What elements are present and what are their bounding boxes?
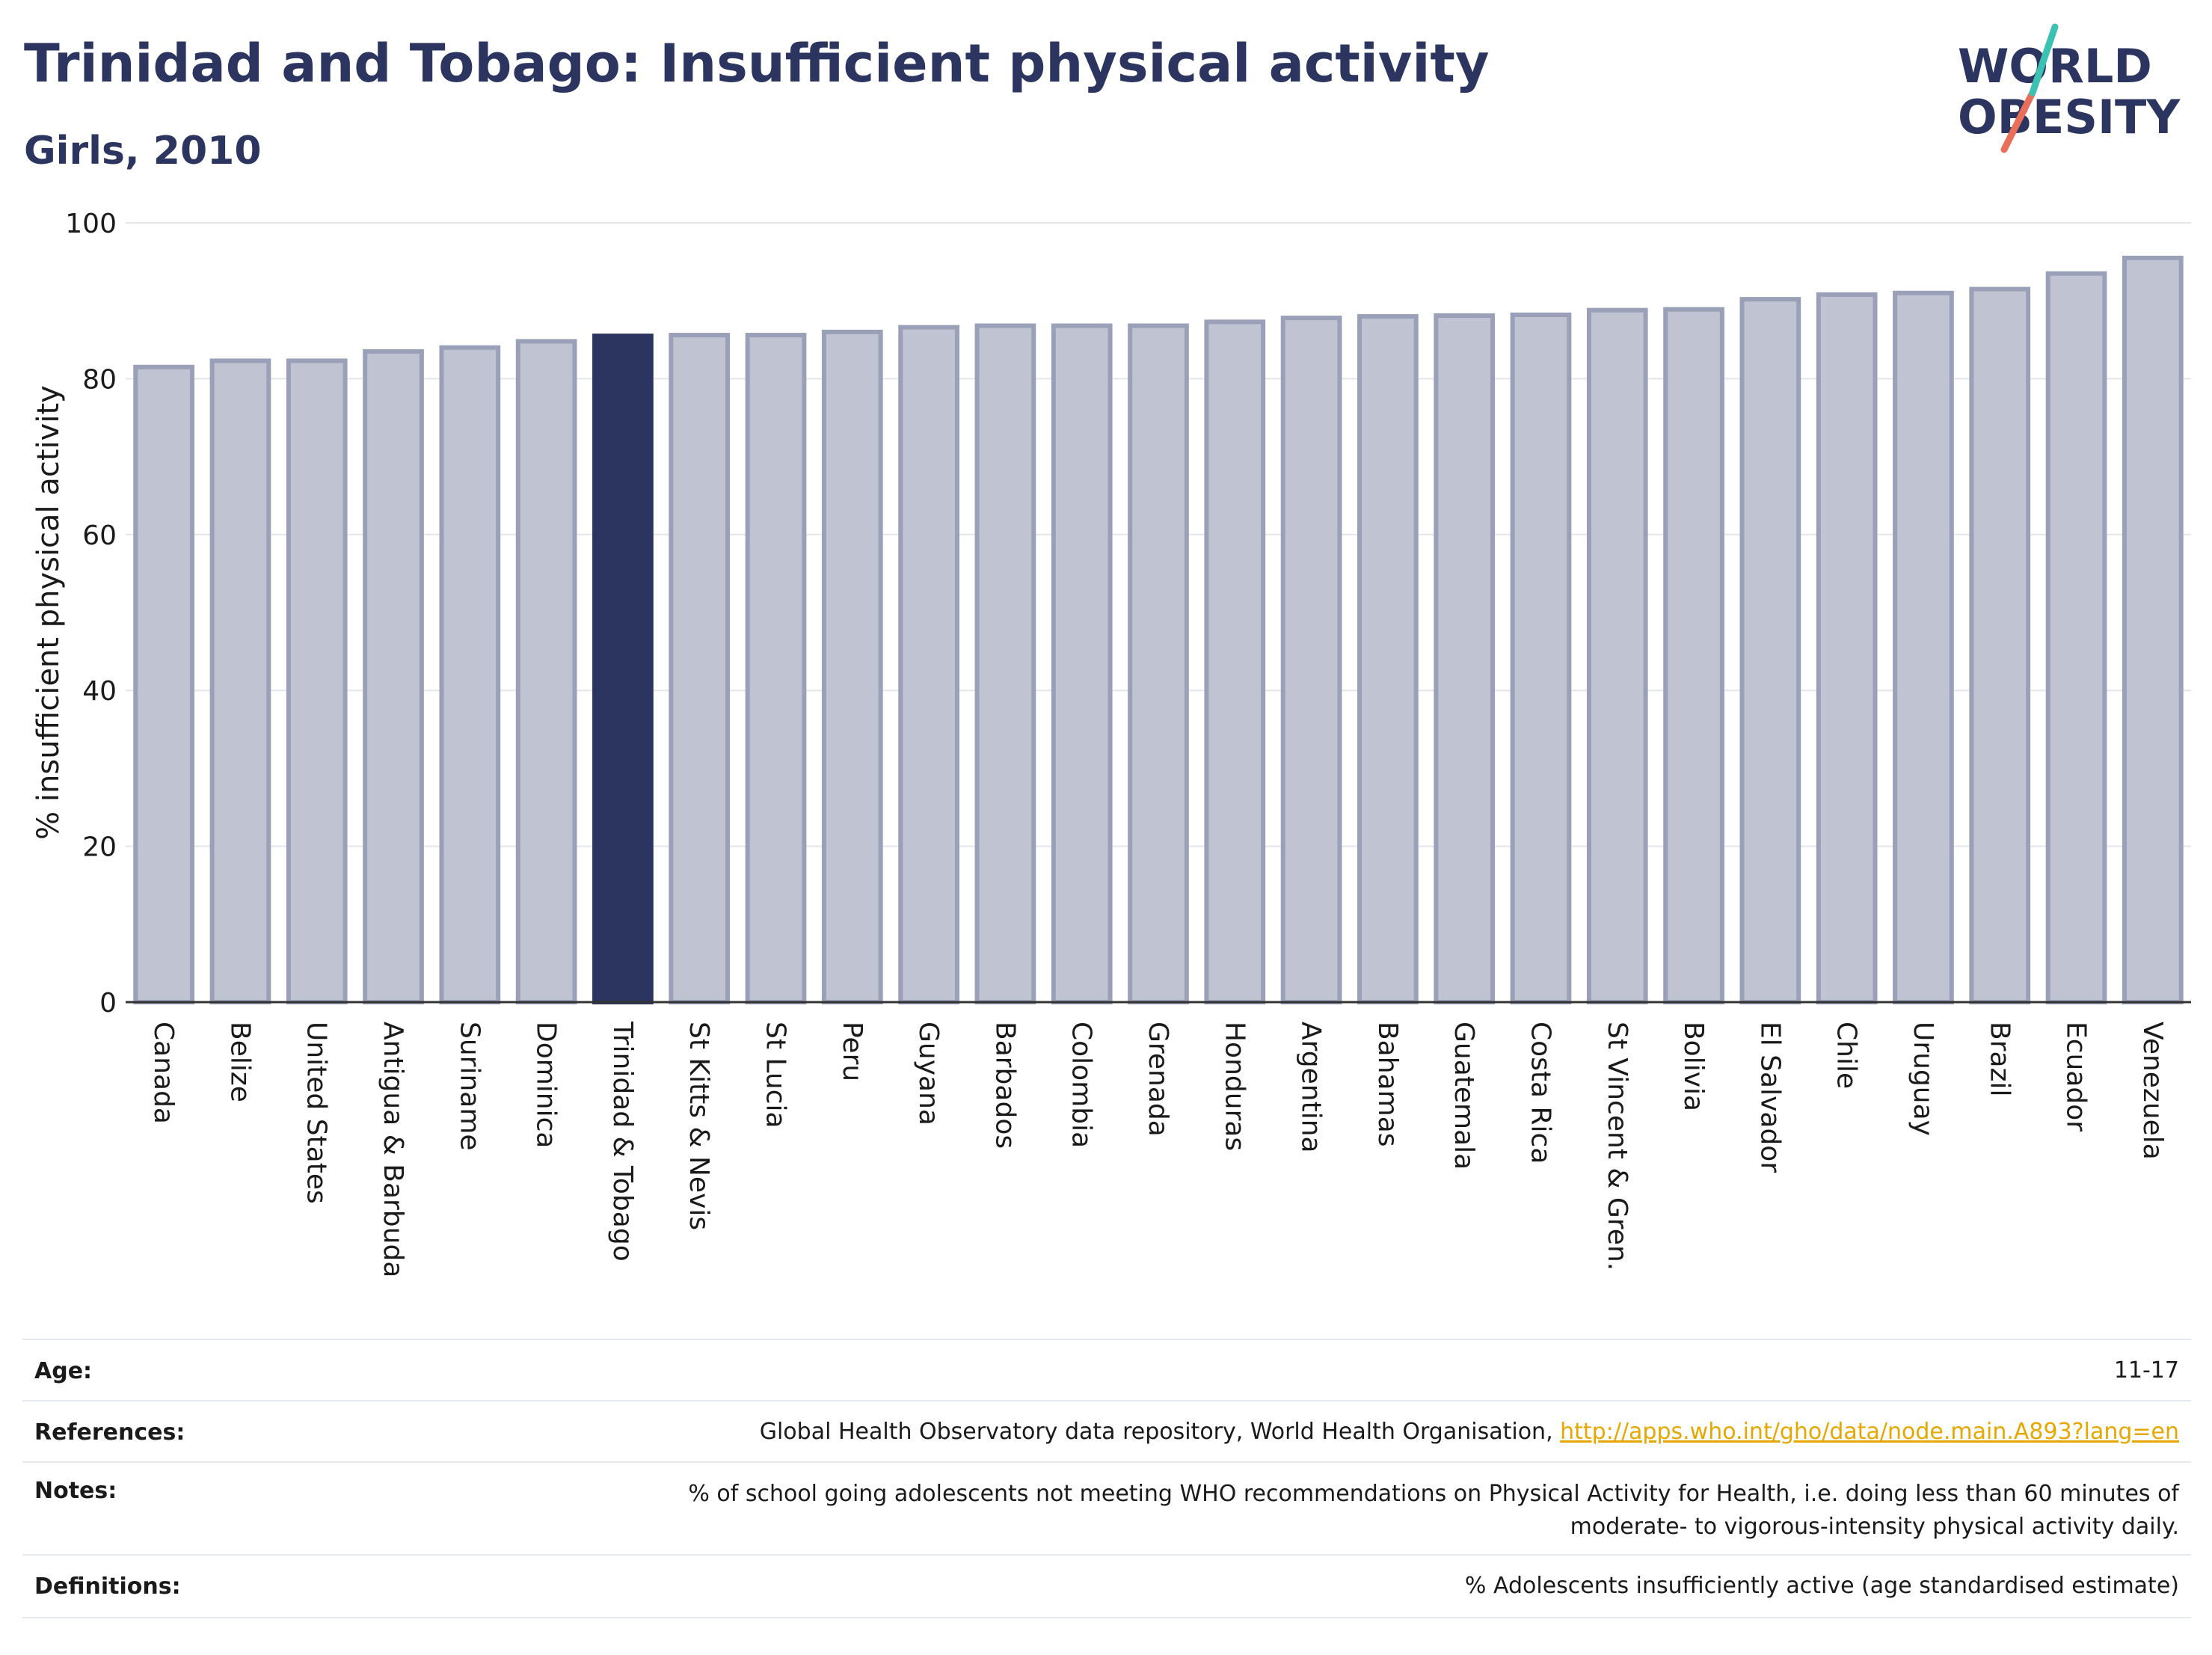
y-axis-ticks: 0 20 40 60 80 100 <box>65 209 117 1019</box>
x-tick-label: Peru <box>837 1022 867 1081</box>
bar-brazil <box>1969 286 2031 1004</box>
bar-barbados <box>974 323 1036 1004</box>
x-tick-label: Grenada <box>1143 1022 1173 1137</box>
x-tick-label: Canada <box>148 1022 179 1124</box>
x-tick-label: Brazil <box>1984 1022 2015 1096</box>
bar-venezuela <box>2122 255 2184 1004</box>
bar-st-kitts-nevis <box>669 333 731 1005</box>
references-text: Global Health Observatory data repositor… <box>759 1419 1561 1445</box>
y-tick-label: 60 <box>82 521 117 551</box>
bar-st-lucia <box>745 333 807 1005</box>
x-tick-label: Honduras <box>1219 1022 1250 1151</box>
x-axis-ticks: Canada Belize United States Antigua & Barbu… <box>148 1021 2168 1277</box>
bars <box>133 255 2184 1005</box>
bar-belize <box>209 358 271 1004</box>
notes-label: Notes: <box>34 1478 117 1504</box>
info-row-definitions: Definitions: % Adolescents insufficientl… <box>22 1554 2191 1618</box>
x-tick-label: Bolivia <box>1678 1022 1709 1111</box>
x-tick-label: St Lucia <box>761 1022 791 1129</box>
x-tick-label: Trinidad & Tobago <box>607 1021 638 1262</box>
bar-honduras <box>1204 319 1266 1005</box>
y-tick-label: 80 <box>82 364 117 395</box>
bar-grenada <box>1128 323 1189 1004</box>
info-row-age: Age: 11-17 <box>22 1339 2191 1401</box>
notes-line1: % of school going adolescents not meetin… <box>688 1481 2179 1507</box>
bar-costa-rica <box>1510 312 1572 1004</box>
x-tick-label: Bahamas <box>1372 1022 1403 1147</box>
x-tick-label: Guatemala <box>1448 1022 1479 1170</box>
y-tick-label: 20 <box>82 832 117 863</box>
bar-united-states <box>286 358 348 1004</box>
bar-guyana <box>898 325 959 1004</box>
x-tick-label: Colombia <box>1066 1022 1097 1148</box>
bar-canada <box>133 364 194 1004</box>
x-tick-label: Costa Rica <box>1525 1022 1555 1164</box>
definitions-label: Definitions: <box>34 1573 181 1600</box>
x-tick-label: St Kitts & Nevis <box>683 1022 714 1230</box>
age-value: 11-17 <box>2113 1357 2179 1384</box>
bar-bolivia <box>1663 307 1724 1004</box>
y-tick-label: 100 <box>65 209 117 239</box>
y-axis-label: % insufficient physical activity <box>31 385 66 840</box>
x-tick-label: El Salvador <box>1754 1022 1785 1173</box>
references-label: References: <box>34 1419 185 1446</box>
info-row-references: References: Global Health Observatory da… <box>22 1400 2191 1463</box>
references-link[interactable]: http://apps.who.int/gho/data/node.main.A… <box>1560 1419 2179 1445</box>
x-tick-label: Dominica <box>531 1022 562 1149</box>
references-value: Global Health Observatory data repositor… <box>760 1416 2191 1449</box>
notes-value: % of school going adolescents not meetin… <box>688 1478 2191 1544</box>
bar-bahamas <box>1357 314 1419 1005</box>
bar-guatemala <box>1434 313 1496 1004</box>
x-tick-label: Belize <box>224 1022 255 1102</box>
logo-slash-teal <box>2029 23 2059 96</box>
x-tick-label: Suriname <box>454 1022 485 1151</box>
bar-trinidad-tobago <box>592 334 654 1004</box>
bar-peru <box>821 329 883 1004</box>
x-tick-label: United States <box>301 1022 332 1204</box>
bar-suriname <box>439 345 501 1005</box>
bar-colombia <box>1051 323 1113 1004</box>
x-tick-label: Argentina <box>1296 1022 1327 1153</box>
x-tick-label: Ecuador <box>2061 1022 2092 1132</box>
bar-uruguay <box>1893 290 1954 1004</box>
bar-antigua-barbuda <box>363 348 424 1004</box>
x-tick-label: Guyana <box>913 1022 944 1126</box>
x-tick-label: Venezuela <box>2137 1022 2168 1160</box>
logo-line1: WORLD <box>1958 39 2152 93</box>
world-obesity-logo: WORLD OBESITY <box>1958 23 2181 153</box>
y-tick-label: 0 <box>99 988 117 1019</box>
logo-line2: OBESITY <box>1958 90 2181 144</box>
bar-chile <box>1816 292 1878 1004</box>
x-tick-label: Chile <box>1831 1022 1862 1089</box>
bar-ecuador <box>2045 271 2107 1005</box>
bar-st-vincent-gren <box>1586 307 1648 1005</box>
x-tick-label: Barbados <box>989 1022 1020 1149</box>
page-subtitle: Girls, 2010 <box>24 129 262 174</box>
x-tick-label: St Vincent & Gren. <box>1602 1022 1632 1271</box>
age-label: Age: <box>34 1357 93 1384</box>
x-tick-label: Antigua & Barbuda <box>378 1022 408 1277</box>
x-tick-label: Uruguay <box>1908 1022 1938 1136</box>
y-tick-label: 40 <box>82 676 117 707</box>
bar-argentina <box>1280 316 1342 1004</box>
bar-el-salvador <box>1739 297 1801 1004</box>
page-title: Trinidad and Tobago: Insufficient physic… <box>24 33 1490 94</box>
notes-line2: moderate- to vigorous-intensity physical… <box>1570 1514 2179 1540</box>
definitions-value: % Adolescents insufficiently active (age… <box>1464 1573 2179 1599</box>
bar-chart: 0 20 40 60 80 100 Canada Belize United States An… <box>31 209 2191 1277</box>
logo-slash-red <box>2000 89 2036 153</box>
info-row-notes: Notes: % of school going adolescents not… <box>22 1461 2191 1554</box>
bar-dominica <box>515 339 577 1005</box>
